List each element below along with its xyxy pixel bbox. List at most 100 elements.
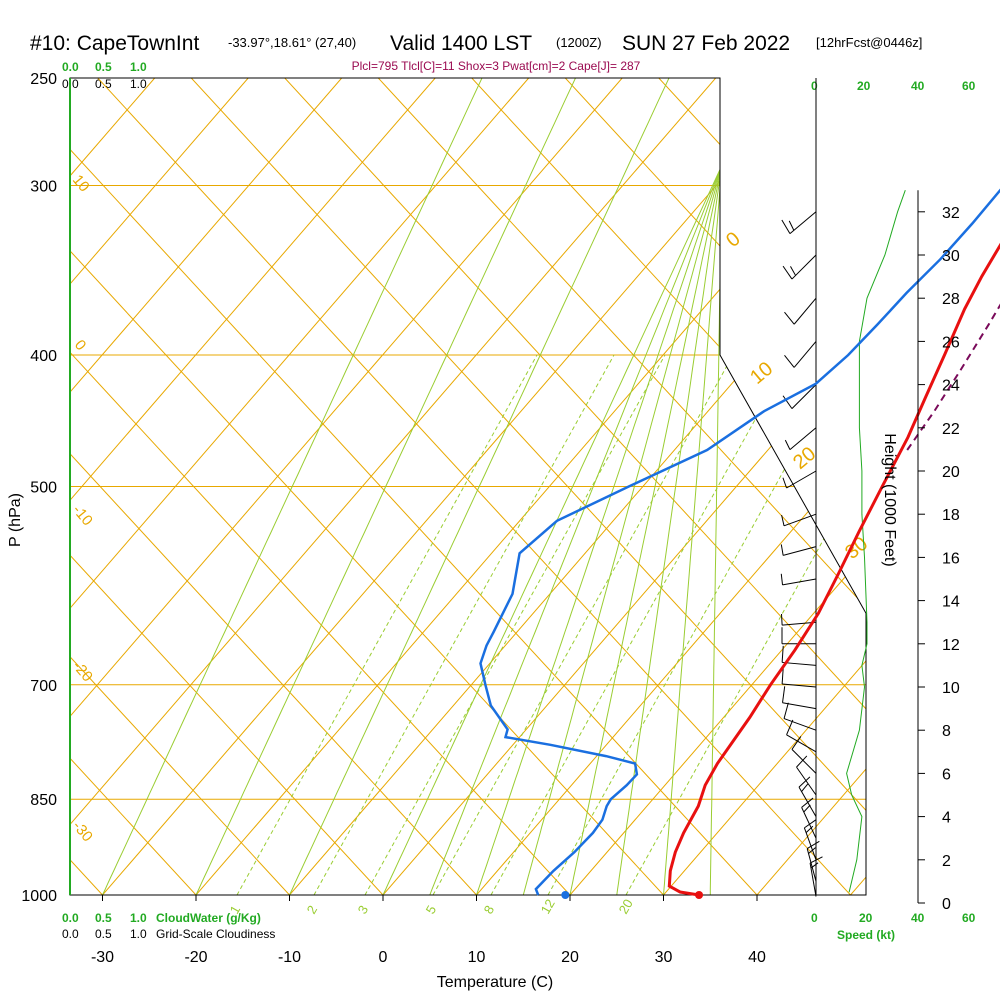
height-tick-label: 12 bbox=[942, 637, 960, 654]
dry-adiabat-line bbox=[591, 78, 866, 895]
wind-barb-flag bbox=[806, 840, 820, 849]
utc-time: (1200Z) bbox=[556, 35, 602, 50]
wind-barb-flag bbox=[782, 395, 793, 409]
pressure-tick-label: 700 bbox=[30, 678, 57, 695]
mixing-ratio-line bbox=[625, 354, 866, 895]
height-tick-label: 20 bbox=[942, 464, 960, 481]
moist-adiabat-line bbox=[663, 78, 730, 895]
isotherm-line bbox=[70, 78, 249, 895]
isotherm-label: 0 bbox=[71, 337, 89, 354]
wind-barb-staff bbox=[783, 718, 817, 731]
wind-barb-flag bbox=[784, 355, 795, 368]
wind-barb-flag bbox=[781, 667, 784, 685]
forecast-label: [12hrFcst@0446z] bbox=[816, 35, 922, 50]
temp-tick-label: 40 bbox=[748, 949, 766, 966]
mixing-ratio-line bbox=[490, 354, 792, 895]
mixing-ratio-label: 20 bbox=[616, 896, 636, 916]
speed-bottom-1: 20 bbox=[859, 911, 873, 925]
height-tick-label: 22 bbox=[942, 421, 960, 438]
speed-top-0: 0 bbox=[811, 79, 818, 93]
wind-barb-flag bbox=[781, 514, 785, 526]
wind-barb-staff bbox=[783, 513, 817, 527]
wind-barb-staff bbox=[806, 848, 817, 882]
surface-dewpoint-point bbox=[561, 891, 570, 899]
speed-top-3: 60 bbox=[962, 79, 976, 93]
cloud-top-black-2: 1.0 bbox=[130, 77, 147, 91]
temp-tick-label: -30 bbox=[91, 949, 114, 966]
isotherm-line bbox=[382, 78, 866, 895]
dry-adiabat-line bbox=[70, 78, 477, 895]
temp-tick-label: 10 bbox=[468, 949, 486, 966]
isotherm-label: 10 bbox=[69, 172, 93, 196]
height-tick-label: 8 bbox=[942, 723, 951, 740]
isotherm-label: -10 bbox=[69, 502, 96, 530]
wind-barb-flag bbox=[801, 797, 814, 808]
wind-barb-flag bbox=[791, 736, 802, 750]
wind-barb-flag bbox=[805, 825, 814, 834]
wind-speed-panel bbox=[846, 190, 906, 893]
height-tick-label: 16 bbox=[942, 550, 960, 567]
cloud-bottom-black-1: 0.5 bbox=[95, 927, 112, 941]
moist-adiabat-line bbox=[382, 78, 763, 895]
mixing-ratio-label: 5 bbox=[423, 903, 440, 917]
moist-adiabat-line bbox=[522, 78, 747, 895]
station-title: #10: CapeTownInt bbox=[30, 32, 199, 55]
speed-top-2: 40 bbox=[911, 79, 925, 93]
wind-barb-staff bbox=[793, 341, 817, 368]
adiabat-label: 10 bbox=[746, 358, 777, 389]
moist-adiabat-line bbox=[289, 78, 670, 895]
height-tick-label: 0 bbox=[942, 896, 951, 913]
height-tick-label: 14 bbox=[942, 594, 960, 611]
isotherm-line bbox=[70, 78, 436, 895]
dry-adiabat-line bbox=[497, 78, 866, 895]
height-axis-title: Height (1000 Feet) bbox=[881, 433, 898, 566]
dry-adiabat-line bbox=[70, 78, 571, 895]
wind-barb-flag bbox=[782, 686, 786, 703]
cloud-bottom-black-0: 0.0 bbox=[62, 927, 79, 941]
cloud-bottom-black-2: 1.0 bbox=[130, 927, 147, 941]
height-tick-label: 4 bbox=[942, 810, 951, 827]
wind-barb-flag bbox=[781, 613, 783, 626]
dry-adiabat-line bbox=[70, 78, 851, 895]
temp-tick-label: 0 bbox=[379, 949, 388, 966]
y-axis-title: P (hPa) bbox=[7, 493, 24, 547]
plot-outline bbox=[69, 77, 867, 896]
wind-barb-staff bbox=[789, 211, 817, 235]
wind-barb-staff bbox=[782, 683, 817, 688]
dry-adiabat-line bbox=[70, 78, 758, 895]
wind-barb-staff bbox=[789, 427, 817, 451]
wind-barb-staff bbox=[793, 297, 817, 325]
moist-adiabat-line bbox=[476, 78, 752, 895]
temp-tick-label: -10 bbox=[278, 949, 301, 966]
cloud-top-green-1: 0.5 bbox=[95, 60, 112, 74]
dry-adiabat-line bbox=[70, 78, 103, 895]
wind-barb-staff bbox=[791, 384, 817, 409]
wind-barb-flag bbox=[786, 719, 794, 735]
speed-bottom-0: 0 bbox=[811, 911, 818, 925]
wind-barb-staff bbox=[783, 546, 817, 556]
wind-barb-staff bbox=[809, 862, 817, 897]
height-tick-label: 32 bbox=[942, 205, 960, 222]
station-coords: -33.97°,18.61° (27,40) bbox=[228, 35, 356, 50]
cloud-bottom-green-1: 0.5 bbox=[95, 911, 112, 925]
height-tick-label: 24 bbox=[942, 378, 960, 395]
pressure-tick-label: 250 bbox=[30, 71, 57, 88]
wind-barb-flag bbox=[781, 219, 791, 234]
cloudiness-label: Grid-Scale Cloudiness bbox=[156, 927, 275, 941]
cloud-bottom-green-0: 0.0 bbox=[62, 911, 79, 925]
isotherm-line bbox=[663, 78, 866, 895]
wind-barb-flag bbox=[780, 573, 784, 585]
dry-adiabat-line bbox=[404, 78, 866, 895]
dry-adiabat-line bbox=[310, 78, 866, 895]
mixing-ratio-line bbox=[236, 354, 538, 895]
isotherm-line bbox=[70, 78, 343, 895]
moist-adiabat-line bbox=[616, 78, 735, 895]
wind-barb-staff bbox=[782, 661, 817, 666]
cloud-top-green-2: 1.0 bbox=[130, 60, 147, 74]
dry-adiabat-line bbox=[123, 78, 866, 895]
speed-label: Speed (kt) bbox=[837, 928, 895, 942]
wind-barb-flag bbox=[803, 804, 811, 813]
dry-adiabat-line bbox=[0, 5, 9, 895]
